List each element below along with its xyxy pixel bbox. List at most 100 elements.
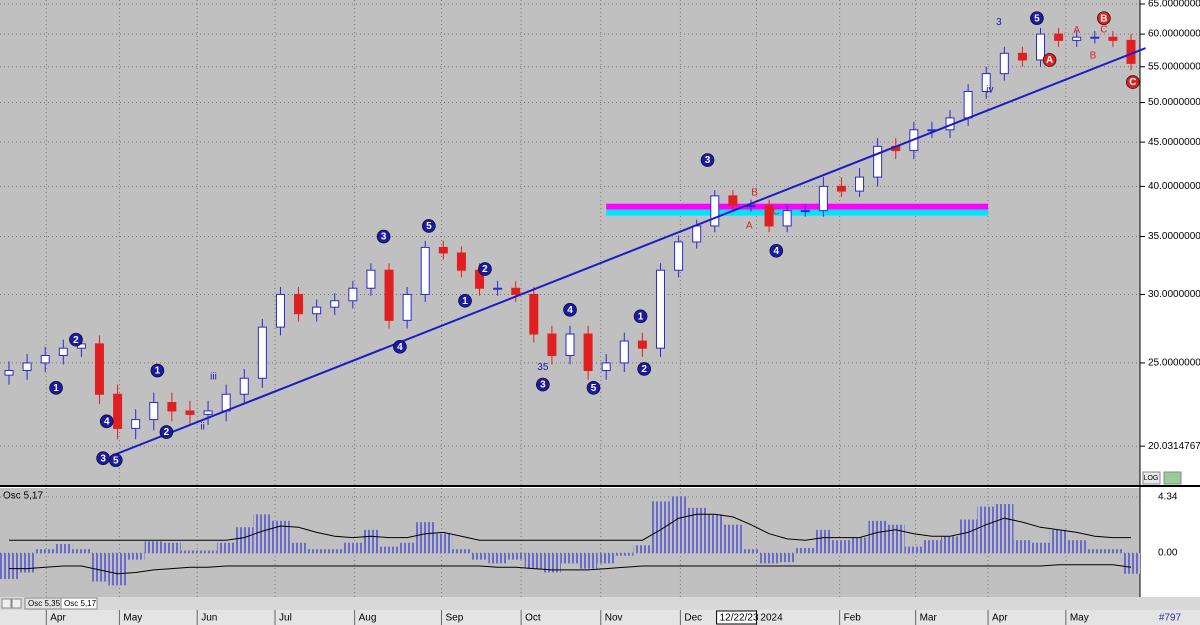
trendline xyxy=(115,47,1146,456)
osc-bar xyxy=(470,553,489,560)
osc-bar xyxy=(144,541,163,554)
osc-bar xyxy=(1031,542,1050,554)
tab-bar xyxy=(0,597,1200,610)
y-tick-label: 45.0000000 xyxy=(1148,137,1200,148)
candle-body xyxy=(963,90,973,119)
candle-body xyxy=(4,370,14,376)
wave-marker xyxy=(478,262,492,276)
wave-label: 2 xyxy=(641,364,647,375)
wave-marker xyxy=(633,309,648,324)
x-tick-label: 2024 xyxy=(760,613,783,624)
candle-body xyxy=(438,246,448,254)
candle-body xyxy=(981,73,991,92)
wave-label: 3 xyxy=(100,453,106,464)
x-tick-label: Sep xyxy=(446,613,464,624)
tab-label[interactable]: Osc 5,35 xyxy=(28,599,61,608)
candle-body xyxy=(710,195,720,227)
wave-sublabel: A xyxy=(1073,25,1080,36)
wave-sublabel: iv xyxy=(986,85,993,96)
wave-label: 5 xyxy=(1034,13,1040,24)
candle-body xyxy=(1017,52,1027,61)
wave-marker xyxy=(376,229,391,244)
wave-marker xyxy=(49,380,63,395)
osc-bar xyxy=(1049,529,1068,554)
wave-label: 4 xyxy=(397,342,403,353)
osc-title: Osc 5,17 xyxy=(3,491,43,502)
scroll-right[interactable] xyxy=(11,598,22,609)
candle-body xyxy=(203,410,213,415)
osc-bar xyxy=(416,522,435,554)
wave-label: 4 xyxy=(774,246,780,257)
wave-marker xyxy=(1042,53,1057,67)
candle-body xyxy=(330,300,340,308)
osc-bar xyxy=(307,549,326,554)
candle-body xyxy=(999,52,1009,75)
osc-bar xyxy=(180,550,199,554)
wave-label: 1 xyxy=(462,296,468,307)
candle-body xyxy=(800,210,810,213)
osc-bar xyxy=(18,553,37,573)
x-tick-label: Dec xyxy=(684,613,702,624)
wave-marker xyxy=(99,414,114,429)
candle-body xyxy=(1108,36,1118,41)
tool-button[interactable] xyxy=(1163,471,1182,485)
osc-bar xyxy=(995,504,1014,554)
osc-bar xyxy=(452,549,471,554)
x-tick-label: Nov xyxy=(605,613,623,624)
osc-bar xyxy=(868,520,887,554)
candle-body xyxy=(456,252,466,271)
osc-bar xyxy=(253,514,272,554)
wave-marker xyxy=(458,293,472,308)
osc-bar xyxy=(235,527,254,554)
y-tick-label: 65.0000000 xyxy=(1148,0,1200,10)
candle-body xyxy=(402,293,412,321)
candle-body xyxy=(312,306,322,315)
wave-marker xyxy=(422,219,436,233)
y-tick-label: 55.0000000 xyxy=(1148,61,1200,72)
tab-active[interactable] xyxy=(60,597,98,610)
osc-bar xyxy=(488,553,507,564)
osc-bar xyxy=(361,529,380,554)
candle-body xyxy=(257,326,267,379)
tab-label[interactable]: Osc 5,17 xyxy=(64,599,97,608)
wave-label: 2 xyxy=(164,427,170,438)
osc-bar xyxy=(796,547,815,554)
osc-bar xyxy=(886,524,905,554)
osc-bar xyxy=(524,553,543,569)
log-button[interactable] xyxy=(1142,471,1161,485)
cursor-date-box xyxy=(716,610,758,625)
candle-body xyxy=(637,340,647,349)
osc-bar xyxy=(941,536,960,554)
x-tick-label: May xyxy=(123,613,142,624)
candle-body xyxy=(366,269,376,289)
y-tick-label: 40.0000000 xyxy=(1148,181,1200,192)
osc-bar xyxy=(687,507,706,554)
wave-sublabel: 3 xyxy=(996,17,1002,28)
candle-body xyxy=(855,176,865,192)
candle-body xyxy=(149,402,159,421)
wave-label: 2 xyxy=(73,335,79,346)
x-tick-label: Mar xyxy=(920,613,938,624)
osc-bar xyxy=(54,544,73,554)
osc-bar xyxy=(199,550,218,554)
wave-marker xyxy=(700,153,715,167)
x-tick-label: Apr xyxy=(992,613,1008,624)
log-button-label[interactable]: LOG xyxy=(1144,475,1159,482)
wave-label: 5 xyxy=(113,455,119,466)
wave-sublabel: C xyxy=(773,206,780,217)
osc-bar xyxy=(343,542,362,554)
wave-marker xyxy=(69,332,83,347)
osc-bar xyxy=(615,553,634,556)
wave-label: 1 xyxy=(155,366,161,377)
osc-bar xyxy=(398,542,417,554)
wave-marker xyxy=(159,425,174,439)
candle-body xyxy=(529,293,539,335)
wave-label: 3 xyxy=(540,380,546,391)
scroll-left[interactable] xyxy=(1,598,12,609)
wave-marker xyxy=(536,377,550,392)
wave-sublabel: C xyxy=(1100,24,1107,35)
wave-label: 2 xyxy=(482,264,488,275)
candle-body xyxy=(40,354,50,364)
osc-axis-area xyxy=(1140,488,1200,597)
